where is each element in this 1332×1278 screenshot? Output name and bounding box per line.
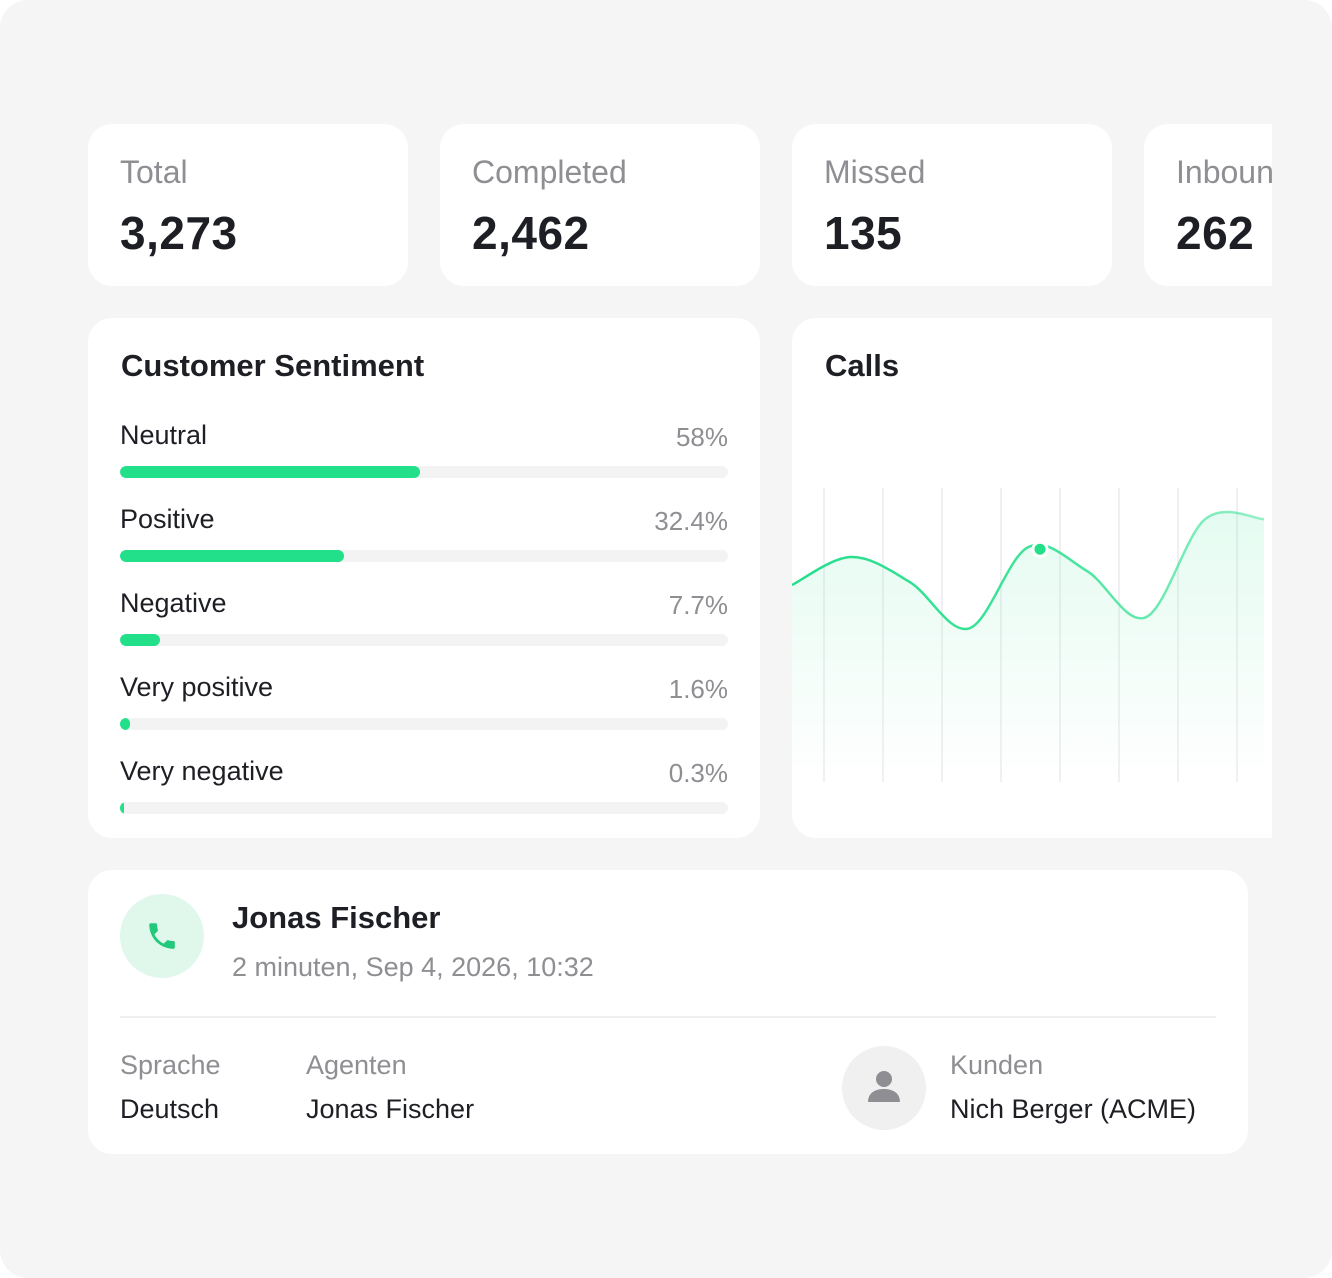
sentiment-name: Positive (120, 504, 215, 534)
language-label: Sprache (120, 1050, 221, 1080)
sentiment-bar-track (120, 634, 728, 646)
divider (120, 1016, 1216, 1018)
stat-card-total[interactable]: Total 3,273 (88, 124, 408, 286)
phone-icon (149, 923, 175, 949)
customer-value: Nich Berger (ACME) (950, 1094, 1197, 1124)
sentiment-title: Customer Sentiment (121, 348, 425, 383)
calls-line (792, 510, 1265, 631)
call-meta: 2 minuten, Sep 4, 2026, 10:32 (232, 952, 594, 982)
call-detail-card[interactable]: Jonas Fischer 2 minuten, Sep 4, 2026, 10… (88, 870, 1248, 1154)
agent-value: Jonas Fischer (306, 1094, 475, 1124)
customer-label: Kunden (950, 1050, 1044, 1080)
stat-value: 2,462 (472, 207, 590, 259)
stat-card-completed[interactable]: Completed 2,462 (440, 124, 760, 286)
dashboard-clip: Total 3,273 Completed 2,462 Missed 135 I… (88, 124, 1272, 1154)
stat-value: 3,273 (120, 207, 238, 259)
stat-card-missed[interactable]: Missed 135 (792, 124, 1112, 286)
sentiment-row-neutral: Neutral 58% (120, 420, 728, 490)
stat-label: Inbound (1176, 154, 1272, 190)
calls-chart (792, 488, 1265, 782)
sentiment-percent: 0.3% (668, 758, 728, 788)
sentiment-percent: 7.7% (668, 590, 728, 620)
calls-area (792, 511, 1264, 782)
calls-title: Calls (825, 348, 900, 383)
call-contact-name: Jonas Fischer (232, 900, 441, 935)
language-value: Deutsch (120, 1094, 220, 1124)
sentiment-row-negative: Negative 7.7% (120, 588, 728, 658)
stat-value: 262 (1176, 207, 1255, 259)
sentiment-bar-track (120, 550, 728, 562)
sentiment-bar-track (120, 466, 728, 478)
stat-card-inbound[interactable]: Inbound 262 (1144, 124, 1272, 286)
customer-avatar (842, 1046, 926, 1130)
sentiment-name: Negative (120, 588, 227, 618)
sentiment-bar-fill (120, 634, 161, 646)
sentiment-name: Very positive (120, 672, 274, 702)
sentiment-percent: 58% (675, 422, 728, 452)
sentiment-bar-fill (120, 466, 421, 478)
calls-highlight-point[interactable] (1031, 540, 1049, 558)
sentiment-row-very-positive: Very positive 1.6% (120, 672, 728, 742)
call-avatar (120, 894, 204, 978)
sentiment-row-positive: Positive 32.4% (120, 504, 728, 574)
sentiment-percent: 1.6% (668, 674, 728, 704)
sentiment-card: Customer Sentiment Neutral 58% Positive … (88, 318, 760, 838)
agent-label: Agenten (306, 1050, 407, 1080)
sentiment-bar-track (120, 802, 728, 814)
stat-label: Completed (472, 154, 627, 190)
sentiment-name: Neutral (120, 420, 208, 450)
user-icon (868, 1071, 900, 1102)
sentiment-bar-fill (120, 718, 130, 730)
sentiment-bar-fill (120, 550, 344, 562)
sentiment-row-very-negative: Very negative 0.3% (120, 756, 728, 826)
stat-value: 135 (824, 207, 903, 259)
sentiment-bar-fill (120, 802, 124, 814)
sentiment-percent: 32.4% (654, 506, 728, 536)
sentiment-bar-track (120, 718, 728, 730)
sentiment-name: Very negative (120, 756, 284, 786)
stat-label: Missed (824, 154, 926, 190)
stat-label: Total (120, 154, 188, 190)
calls-card: Calls (792, 318, 1272, 838)
